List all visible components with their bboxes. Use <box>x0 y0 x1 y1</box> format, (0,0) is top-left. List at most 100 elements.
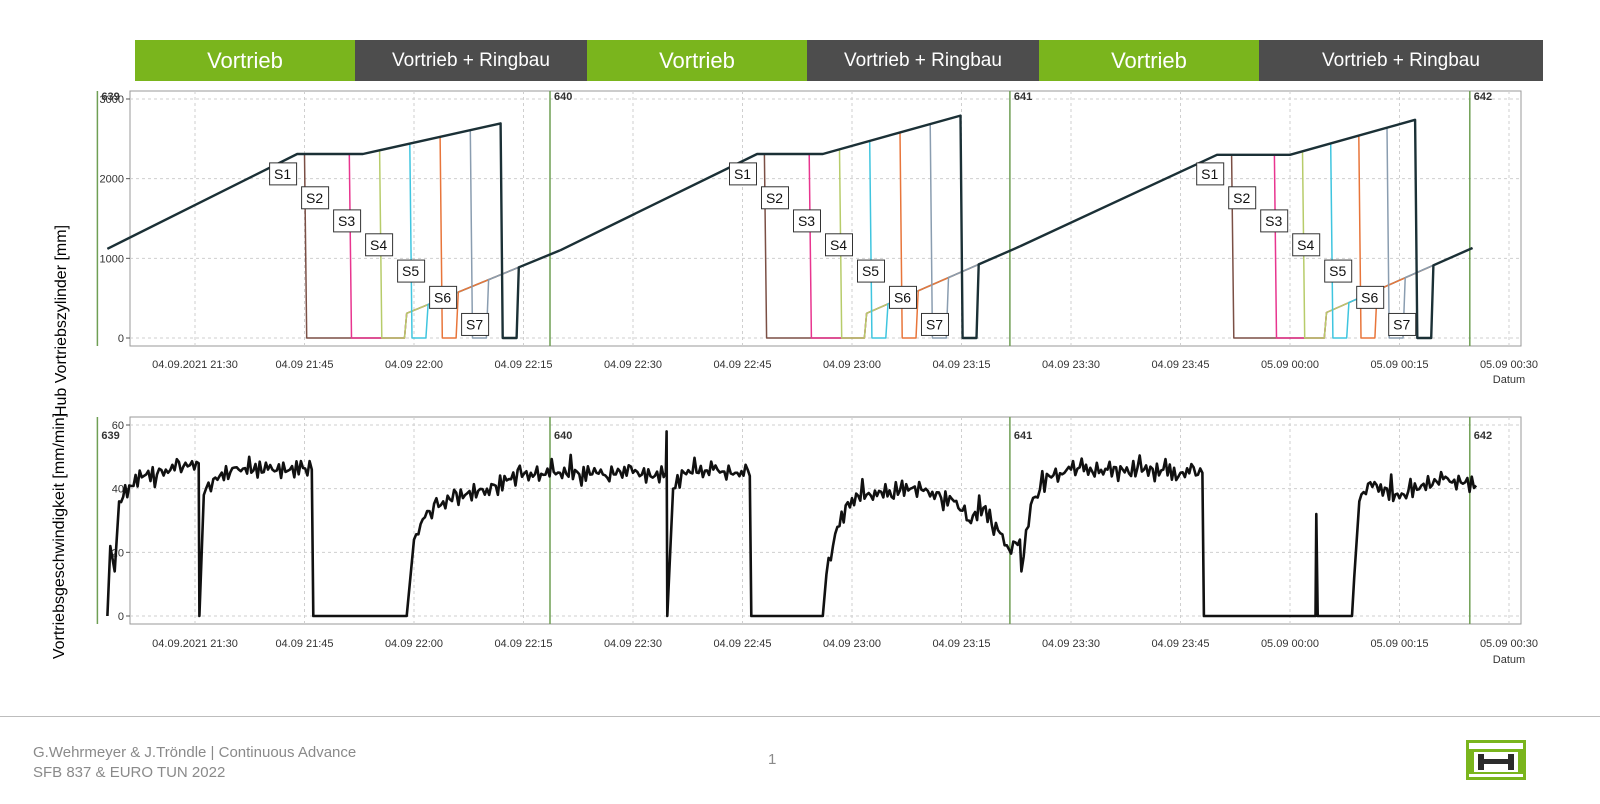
cylinder-label-box <box>1260 209 1289 233</box>
x-tick-label: 04.09 22:30 <box>604 359 662 371</box>
cylinder-label-box <box>857 259 885 283</box>
cylinder-label: S4 <box>1297 237 1314 253</box>
ring-marker-label: 639 <box>101 91 119 103</box>
cylinder-label: S2 <box>306 190 323 206</box>
x-tick-label: 04.09 23:30 <box>1042 638 1100 650</box>
cylinder-label: S7 <box>1393 316 1410 332</box>
x-tick-label: 04.09 22:15 <box>494 359 552 371</box>
cylinder-label: S4 <box>830 237 847 253</box>
cylinder-label: S7 <box>926 316 943 332</box>
x-tick-label: 04.09 22:45 <box>713 359 771 371</box>
ring-marker-label: 640 <box>554 430 572 442</box>
y-axis-label: Vortriebsgeschwindigkeit [mm/min] <box>51 413 68 659</box>
cylinder-label: S1 <box>274 166 291 182</box>
x-tick-label: 05.09 00:15 <box>1370 359 1428 371</box>
x-tick-label: 04.09 22:15 <box>494 638 552 650</box>
x-tick-label: 04.09 22:45 <box>713 638 771 650</box>
cylinder-label: S5 <box>402 263 419 279</box>
cylinder-label: S7 <box>466 316 483 332</box>
x-tick-label: 04.09 23:45 <box>1151 638 1209 650</box>
phase-label: Vortrieb <box>135 40 355 81</box>
cylinder-label-box <box>1356 285 1385 309</box>
speed-chart: Vortriebsgeschwindigkeit [mm/min] 020406… <box>51 413 1538 666</box>
cylinder-line <box>1019 118 1473 340</box>
x-tick-label: 04.09 23:00 <box>823 359 881 371</box>
cylinder-label: S2 <box>1233 190 1250 206</box>
ring-marker-label: 639 <box>101 430 119 442</box>
speed-series-line <box>106 430 1478 618</box>
y-tick-label: 1000 <box>100 253 124 265</box>
x-tick-label: 04.09 22:00 <box>385 359 443 371</box>
x-tick-label: 04.09 22:30 <box>604 638 662 650</box>
cylinder-label-box <box>461 312 490 336</box>
y-tick-label: 60 <box>112 420 124 432</box>
cylinder-label: S6 <box>1361 289 1378 305</box>
cylinder-label: S6 <box>894 289 911 305</box>
cylinder-label: S1 <box>734 166 751 182</box>
cylinder-label: S3 <box>798 213 815 229</box>
y-tick-label: 0 <box>118 333 124 345</box>
stroke-chart: Hub Vortriebszylinder [mm] 0 1000 2000 3000… <box>53 90 1538 417</box>
x-tick-label: 05.09 00:00 <box>1261 638 1319 650</box>
ring-marker-label: 641 <box>1014 91 1032 103</box>
cylinder-label-box <box>1292 233 1321 257</box>
cylinder-label-box <box>921 312 949 336</box>
cylinder-label: S5 <box>862 263 879 279</box>
x-tick-label: 04.09 23:45 <box>1151 359 1209 371</box>
page-number: 1 <box>768 751 777 768</box>
cylinder-label-box <box>825 233 853 257</box>
cylinder-label: S6 <box>434 289 451 305</box>
ring-marker-label: 640 <box>554 91 572 103</box>
footer-divider <box>0 716 1600 717</box>
x-axis-label: Datum <box>1493 374 1525 386</box>
cylinder-label-box <box>365 233 394 257</box>
cylinder-label-box <box>269 162 298 186</box>
company-logo <box>1466 740 1526 780</box>
ring-marker-label: 641 <box>1014 430 1032 442</box>
x-tick-label: 04.09 23:15 <box>932 359 990 371</box>
cylinder-label: S5 <box>1329 263 1346 279</box>
cylinder-label-box <box>1388 312 1417 336</box>
x-tick-label: 05.09 00:15 <box>1370 638 1428 650</box>
x-tick-label: 05.09 00:30 <box>1480 638 1538 650</box>
footer-authors: G.Wehrmeyer & J.Tröndle | Continuous Adv… <box>33 744 357 761</box>
x-axis-label: Datum <box>1493 654 1525 666</box>
phase-label: Vortrieb <box>587 40 807 81</box>
cylinder-label: S2 <box>766 190 783 206</box>
x-tick-label: 04.09 22:00 <box>385 638 443 650</box>
x-tick-label: 04.09 21:45 <box>275 359 333 371</box>
y-tick-label: 40 <box>112 484 124 496</box>
cylinder-label-box <box>793 209 821 233</box>
cylinder-label-box <box>333 209 362 233</box>
cylinder-label-box <box>1196 162 1225 186</box>
footer-event: SFB 837 & EURO TUN 2022 <box>33 764 226 781</box>
y-axis-label: Hub Vortriebszylinder [mm] <box>53 225 70 417</box>
phase-bar: Vortrieb Vortrieb + Ringbau Vortrieb Vortri… <box>135 40 1543 81</box>
cylinder-label-box <box>429 285 458 309</box>
x-tick-label: 04.09 23:15 <box>932 638 990 650</box>
cylinder-label: S3 <box>1265 213 1282 229</box>
cylinder-line <box>106 122 561 340</box>
cylinder-label-box <box>729 162 757 186</box>
phase-label: Vortrieb + Ringbau <box>1259 40 1543 81</box>
plot-area <box>129 90 1522 347</box>
cylinder-label-box <box>1228 186 1257 210</box>
phase-label: Vortrieb <box>1039 40 1259 81</box>
cylinder-label: S3 <box>338 213 355 229</box>
cylinder-label-box <box>397 259 426 283</box>
cylinder-line <box>559 114 1021 340</box>
x-tick-label: 05.09 00:00 <box>1261 359 1319 371</box>
y-tick-label: 0 <box>118 611 124 623</box>
cylinder-label: S1 <box>1201 166 1218 182</box>
cylinder-label-box <box>761 186 789 210</box>
cylinder-label-box <box>1324 259 1353 283</box>
y-tick-label: 2000 <box>100 174 124 186</box>
cylinder-label-box <box>301 186 330 210</box>
phase-label: Vortrieb + Ringbau <box>807 40 1039 81</box>
ring-marker-label: 642 <box>1474 430 1492 442</box>
x-tick-label: 04.09.2021 21:30 <box>152 638 238 650</box>
cylinder-label: S4 <box>370 237 387 253</box>
phase-label: Vortrieb + Ringbau <box>355 40 587 81</box>
y-tick-label: 3000 <box>100 94 124 106</box>
ring-marker-label: 642 <box>1474 91 1492 103</box>
